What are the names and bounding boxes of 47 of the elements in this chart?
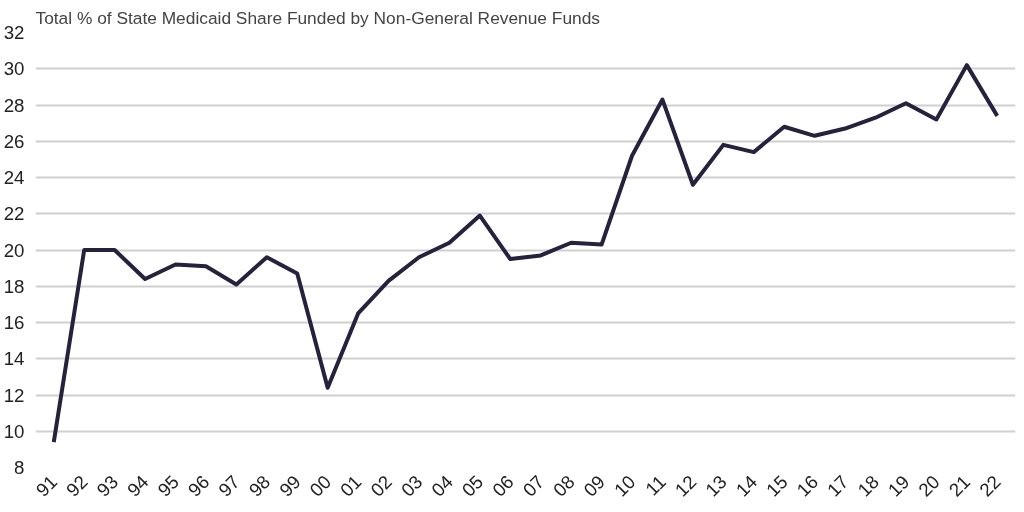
x-tick-label: 20	[914, 471, 944, 501]
x-tick-label: 99	[275, 471, 305, 501]
x-tick-label: 16	[792, 471, 823, 501]
x-tick-label: 92	[62, 471, 92, 501]
x-tick-label: 94	[122, 471, 153, 501]
x-tick-label: 17	[822, 471, 853, 501]
x-tick-label: 98	[244, 471, 275, 501]
y-tick-label: 28	[3, 94, 25, 116]
x-tick-label: 02	[366, 471, 396, 501]
x-tick-label: 07	[518, 471, 549, 501]
x-tick-label: 91	[31, 471, 62, 501]
x-tick-label: 00	[305, 471, 336, 501]
x-tick-label: 10	[609, 471, 640, 501]
x-tick-label: 12	[670, 471, 701, 501]
x-tick-label: 95	[153, 471, 183, 501]
y-tick-label: 18	[3, 275, 25, 297]
x-tick-label: 11	[641, 471, 670, 500]
y-tick-label: 12	[3, 384, 25, 406]
x-tick-label: 21	[944, 471, 975, 501]
x-tick-label: 18	[853, 471, 883, 501]
y-tick-label: 32	[3, 22, 25, 43]
x-tick-label: 05	[457, 471, 488, 501]
y-tick-label: 30	[3, 58, 25, 80]
x-tick-label: 06	[488, 471, 518, 501]
line-series	[51, 63, 1000, 445]
y-tick-label: 24	[3, 167, 25, 188]
x-tick-label: 15	[762, 471, 792, 501]
x-tick-label: 19	[883, 471, 914, 501]
chart-title: Total % of State Medicaid Share Funded by Non-General Revenue Funds	[35, 7, 601, 28]
y-tick-label: 16	[3, 312, 25, 333]
x-tick-label: 13	[701, 471, 731, 501]
y-tick-label: 22	[3, 203, 25, 225]
x-tick-label: 03	[396, 471, 427, 501]
x-tick-label: 08	[549, 471, 579, 501]
y-tick-label: 20	[3, 239, 25, 261]
x-tick-label: 01	[336, 471, 366, 501]
x-tick-label: 22	[975, 471, 1005, 501]
x-tick-label: 14	[731, 471, 762, 501]
x-tick-label: 96	[183, 471, 214, 501]
y-tick-label: 8	[14, 457, 25, 478]
x-tick-label: 04	[427, 471, 457, 501]
x-tick-label: 93	[92, 471, 123, 501]
y-tick-label: 10	[3, 420, 25, 442]
x-tick-label: 97	[214, 471, 244, 501]
y-tick-label: 26	[3, 130, 25, 152]
x-tick-label: 09	[579, 471, 610, 501]
y-tick-label: 14	[3, 348, 25, 370]
